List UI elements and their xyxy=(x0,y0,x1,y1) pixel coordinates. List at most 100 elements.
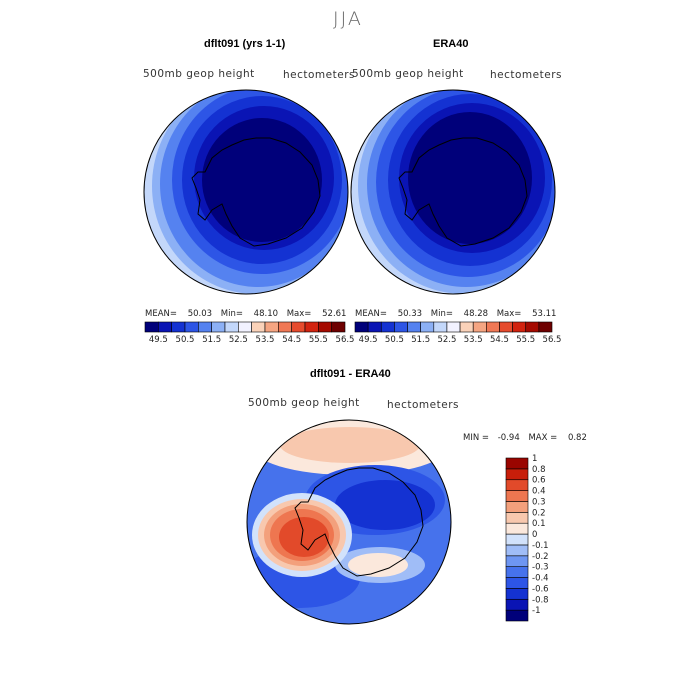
panel3-colorbar-swatch xyxy=(505,577,529,589)
panel2-colorbar-swatch xyxy=(486,321,500,333)
panel2-colorbar-swatch xyxy=(394,321,408,333)
panel1-colorbar-swatch xyxy=(198,321,212,333)
panel1-colorbar-swatch xyxy=(331,321,346,333)
panel1-max-value: 52.61 xyxy=(322,309,347,319)
panel1-colorbar-tick-label: 52.5 xyxy=(229,335,248,345)
panel1-units-label: hectometers xyxy=(283,69,355,81)
panel2-colorbar-tick-label: 56.5 xyxy=(543,335,562,345)
panel2-stats: MEAN= 50.33 Min= 48.28 Max= 53.11 xyxy=(355,309,556,319)
panel2-mean-value: 50.33 xyxy=(397,309,423,319)
panel2-variable-label: 500mb geop height xyxy=(352,68,464,80)
panel3-colorbar-swatch xyxy=(505,566,529,578)
panel2-colorbar-swatch xyxy=(525,321,540,333)
panel1-colorbar-swatch xyxy=(278,321,292,333)
panel1-colorbar-tick-label: 54.5 xyxy=(282,335,301,345)
panel3-colorbar-tick-label: 0.1 xyxy=(532,519,546,529)
panel3-colorbar-tick-label: 0.2 xyxy=(532,508,546,518)
panel3-max-value: 0.82 xyxy=(567,433,587,443)
panel3-colorbar-tick-label: 0.8 xyxy=(532,465,546,475)
panel2-colorbar-tick-label: 51.5 xyxy=(411,335,430,345)
panel1-colorbar-swatch xyxy=(291,321,306,333)
panel2-title: ERA40 xyxy=(433,38,469,50)
page-title: JJA xyxy=(333,8,363,30)
panel3-colorbar-swatch xyxy=(505,588,529,600)
panel2-colorbar-swatch xyxy=(446,321,461,333)
panel2-colorbar-swatch xyxy=(420,321,435,333)
panel2-units-label: hectometers xyxy=(490,69,562,81)
panel2-colorbar-swatch xyxy=(354,321,369,333)
panel1-map xyxy=(143,89,349,295)
panel2-colorbar-tick-label: 55.5 xyxy=(516,335,535,345)
panel1-colorbar-swatch xyxy=(211,321,226,333)
panel3-units-label: hectometers xyxy=(387,399,459,411)
panel3-colorbar-swatch xyxy=(505,598,529,611)
panel2-colorbar-swatch xyxy=(407,321,421,333)
panel2-max-value: 53.11 xyxy=(532,309,557,319)
panel3-colorbar-tick-label: -0.1 xyxy=(532,541,549,551)
panel2-colorbar-swatch xyxy=(472,321,487,333)
panel3-colorbar-tick-label: 0 xyxy=(532,530,537,540)
panel3-colorbar-tick-label: -1 xyxy=(532,606,540,616)
panel2-map xyxy=(350,89,556,295)
panel3-colorbar-tick-label: 0.3 xyxy=(532,497,546,507)
panel1-colorbar-swatch xyxy=(184,321,199,333)
panel2-colorbar-tick-label: 49.5 xyxy=(359,335,378,345)
panel1-min-value: 48.10 xyxy=(253,309,279,319)
panel1-colorbar-tick-label: 49.5 xyxy=(149,335,168,345)
panel2-min-value: 48.28 xyxy=(463,309,489,319)
panel2-min-label: Min= xyxy=(430,309,453,319)
panel3-colorbar-tick-label: -0.2 xyxy=(532,552,549,562)
panel1-min-label: Min= xyxy=(220,309,243,319)
panel1-colorbar-tick-label: 55.5 xyxy=(309,335,328,345)
panel1-colorbar-swatch xyxy=(251,321,266,333)
panel2-antarctica-coastline xyxy=(398,137,528,247)
panel3-colorbar-swatch xyxy=(505,555,529,567)
panel2-colorbar-swatch xyxy=(433,321,448,333)
panel1-max-label: Max= xyxy=(286,309,312,319)
panel1-mean-value: 50.03 xyxy=(187,309,213,319)
panel1-stats: MEAN= 50.03 Min= 48.10 Max= 52.61 xyxy=(145,309,346,319)
panel3-colorbar-swatch xyxy=(505,522,529,535)
panel3-colorbar: -1-0.8-0.6-0.4-0.3-0.2-0.100.10.20.30.40… xyxy=(505,454,549,622)
panel1-colorbar-swatch xyxy=(158,321,172,333)
panel3-min-value: -0.94 xyxy=(497,433,520,443)
panel2-colorbar-swatch xyxy=(512,321,527,333)
panel1-mean-label: MEAN= xyxy=(145,309,177,319)
panel2-colorbar-tick-label: 52.5 xyxy=(437,335,456,345)
panel2-colorbar-tick-label: 53.5 xyxy=(464,335,483,345)
panel3-map xyxy=(246,419,452,625)
panel3-colorbar-tick-label: -0.3 xyxy=(532,563,549,573)
panel3-antarctica-coastline xyxy=(294,467,424,577)
panel1-colorbar-swatch xyxy=(224,321,239,333)
panel2-colorbar-swatch xyxy=(367,321,382,333)
panel3-colorbar-swatch xyxy=(505,501,529,513)
panel1-colorbar-tick-label: 50.5 xyxy=(176,335,195,345)
panel1-variable-label: 500mb geop height xyxy=(143,68,255,80)
panel3-colorbar-tick-label: -0.6 xyxy=(532,584,549,594)
panel3-title: dflt091 - ERA40 xyxy=(310,368,391,380)
panel3-colorbar-swatch xyxy=(505,533,529,546)
panel3-colorbar-tick-label: -0.4 xyxy=(532,574,549,584)
panel3-colorbar-swatch xyxy=(505,512,529,524)
panel3-stats: MIN = -0.94 MAX = 0.82 xyxy=(463,433,587,443)
panel1-colorbar-tick-label: 53.5 xyxy=(256,335,275,345)
panel3-max-label: MAX = xyxy=(528,433,558,443)
panel1-title: dflt091 (yrs 1-1) xyxy=(204,38,286,50)
panel1-colorbar-swatch xyxy=(318,321,332,333)
panel1-colorbar-tick-label: 51.5 xyxy=(202,335,221,345)
panel3-colorbar-tick-label: 0.6 xyxy=(532,476,546,486)
panel1-colorbar-tick-label: 56.5 xyxy=(336,335,355,345)
panel2-colorbar-swatch xyxy=(499,321,513,333)
panel1-colorbar-swatch xyxy=(144,321,159,333)
panel3-colorbar-swatch xyxy=(505,490,529,502)
panel2-colorbar-tick-label: 50.5 xyxy=(385,335,404,345)
panel2-colorbar-swatch xyxy=(459,321,474,333)
panel2-colorbar: 49.5 50.5 51.5 52.5 53.5 54.5 55.5 56.5 xyxy=(354,321,562,345)
panel3-colorbar-swatch xyxy=(505,609,529,622)
panel1-antarctica-coastline xyxy=(191,137,321,247)
panel1-colorbar: 49.5 50.5 51.5 52.5 53.5 54.5 55.5 56.5 xyxy=(144,321,355,345)
panel3-variable-label: 500mb geop height xyxy=(248,397,360,409)
panel2-colorbar-swatch xyxy=(380,321,395,333)
panel3-colorbar-tick-label: -0.8 xyxy=(532,595,549,605)
